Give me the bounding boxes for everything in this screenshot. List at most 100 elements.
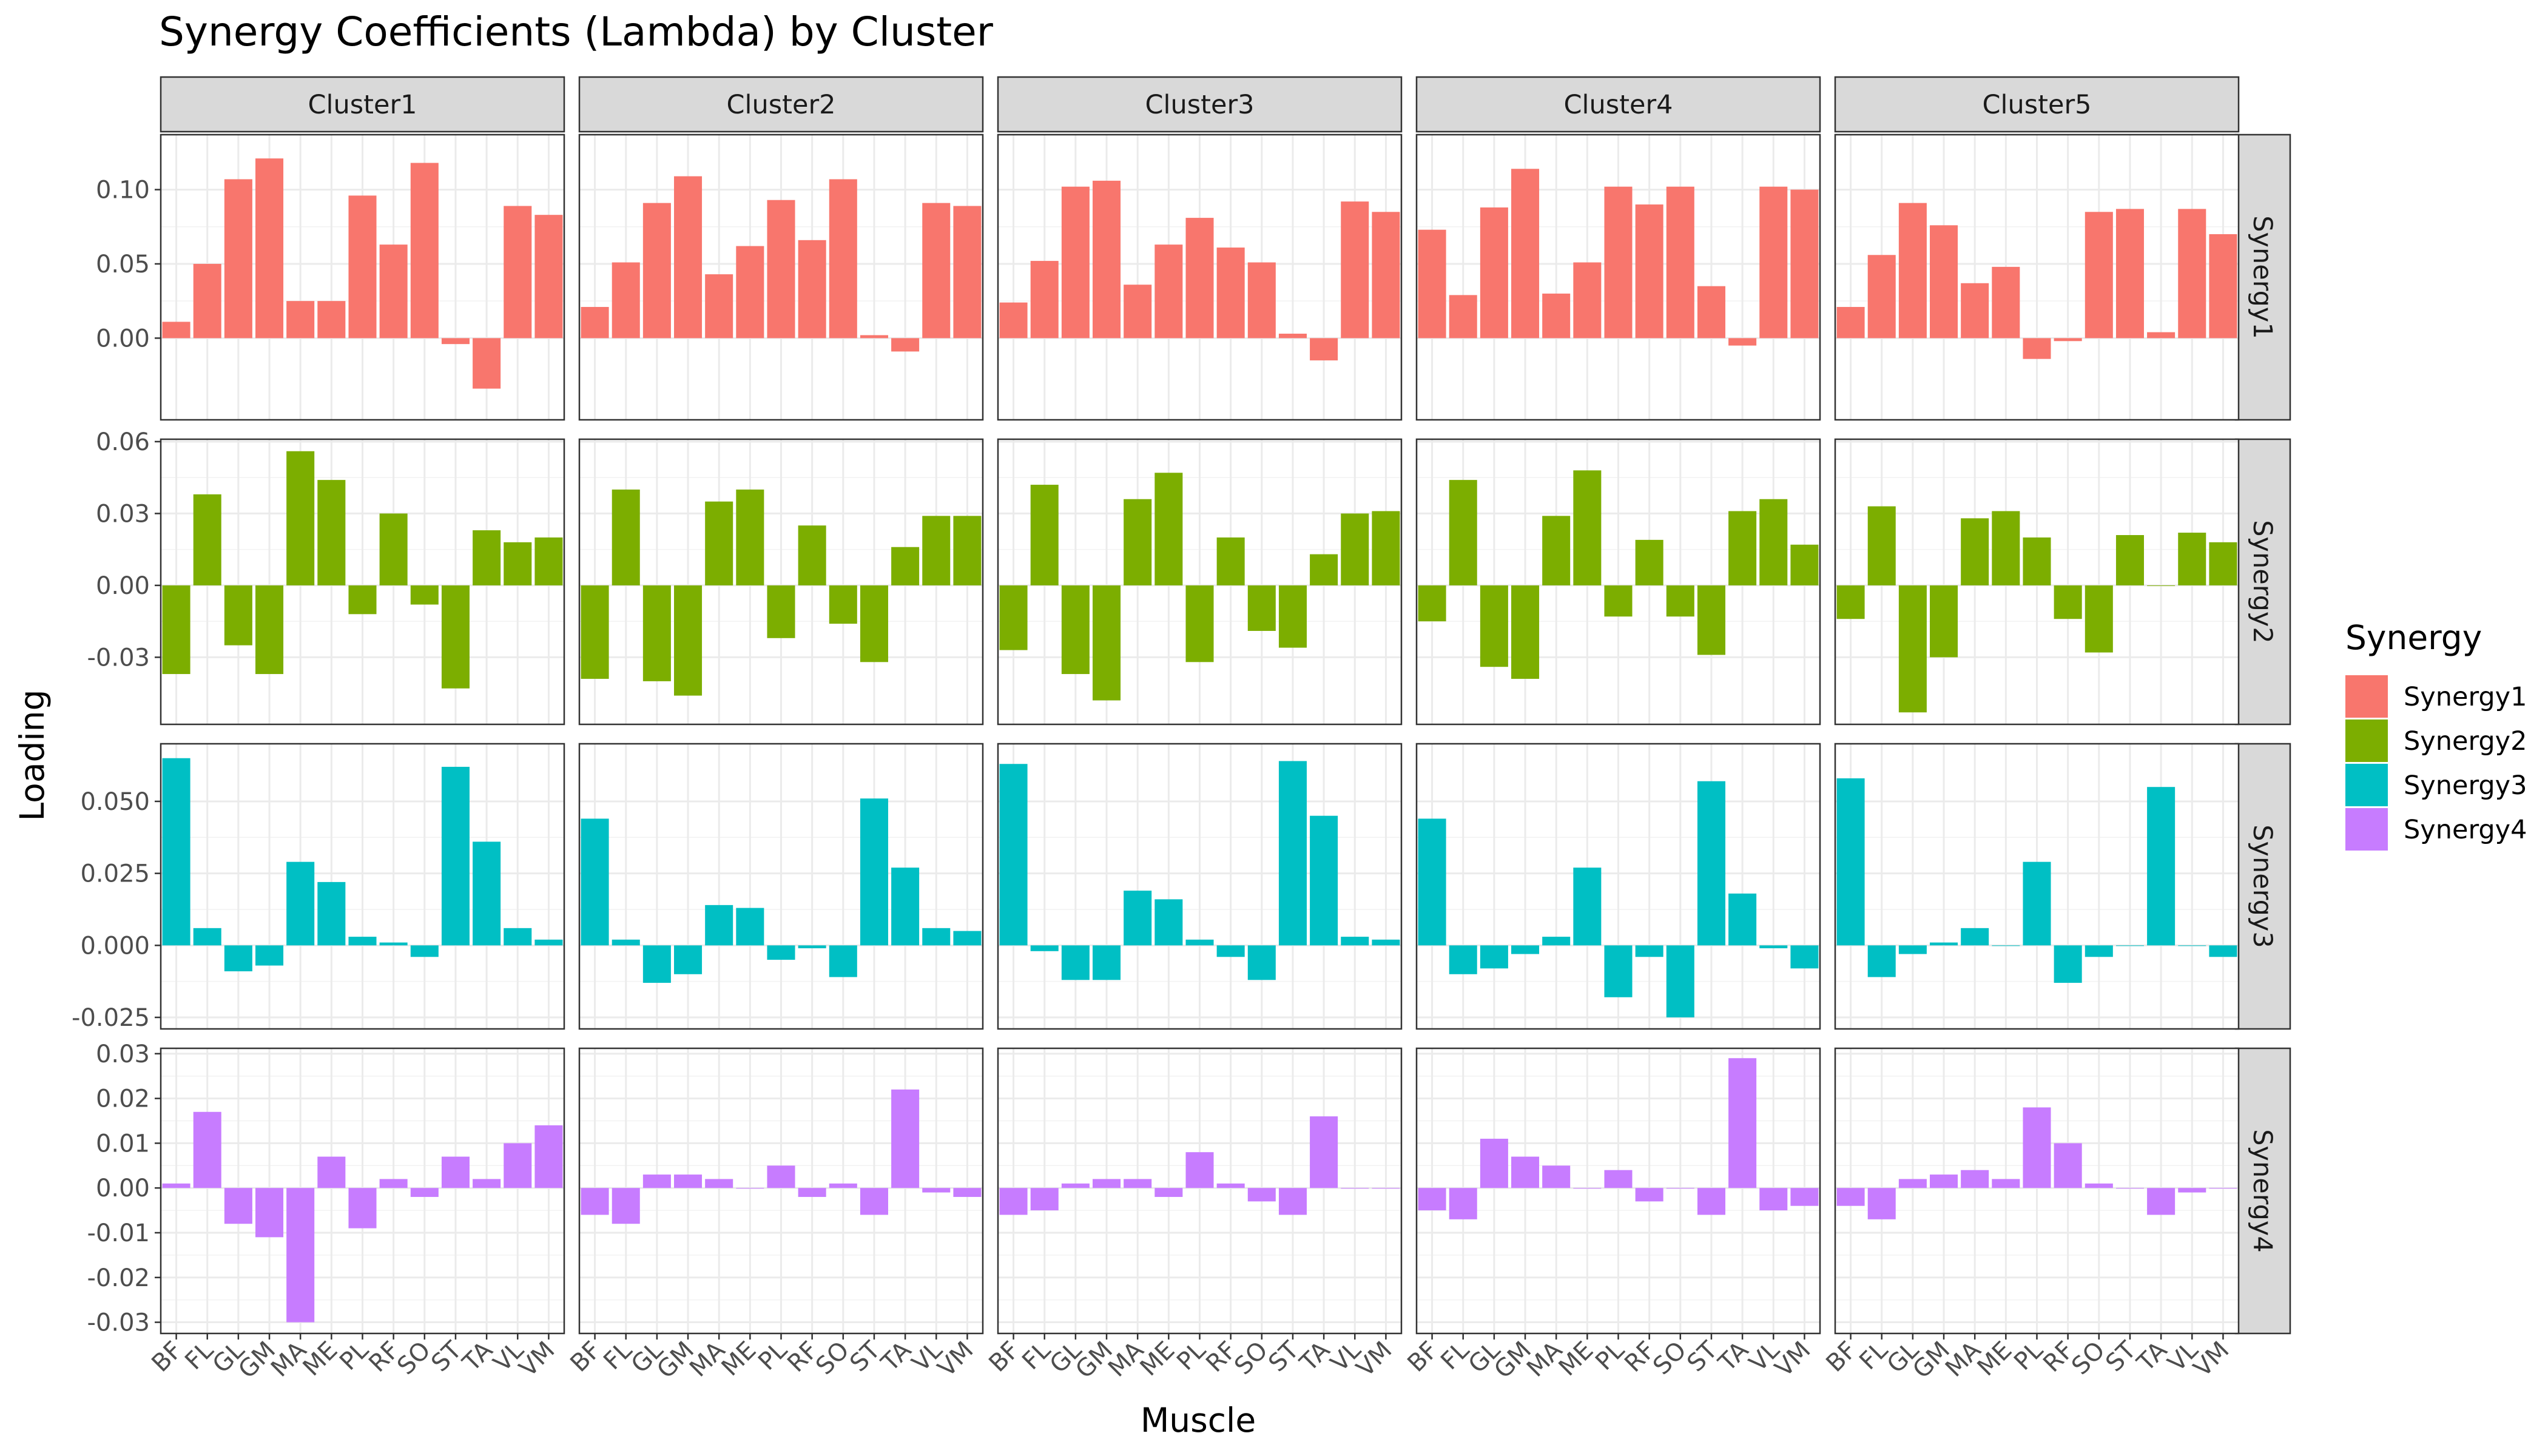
bar-rf bbox=[379, 513, 408, 585]
bar-rf bbox=[1216, 248, 1245, 339]
bar-vl bbox=[1341, 937, 1369, 946]
x-tick-label: VM bbox=[1351, 1336, 1397, 1383]
bar-pl bbox=[1604, 585, 1633, 617]
facet-strip-cluster2 bbox=[578, 76, 984, 133]
bar-ma bbox=[286, 451, 315, 585]
bar-ma bbox=[286, 861, 315, 946]
bar-so bbox=[1247, 945, 1276, 980]
bar-st bbox=[1278, 761, 1307, 946]
bar-ta bbox=[1310, 815, 1338, 946]
bar-gl bbox=[224, 945, 252, 972]
bar-so bbox=[1666, 585, 1694, 617]
bar-gm bbox=[1511, 945, 1540, 954]
facet-strip-label: Synergy4 bbox=[2247, 1129, 2277, 1252]
bar-vl bbox=[2178, 533, 2206, 585]
bar-gm bbox=[1930, 942, 1958, 946]
bar-vl bbox=[1759, 1188, 1788, 1211]
bar-fl bbox=[193, 928, 221, 946]
bar-vm bbox=[534, 939, 563, 946]
bar-so bbox=[829, 179, 857, 339]
legend-title: Synergy bbox=[2345, 618, 2482, 657]
bar-pl bbox=[767, 200, 795, 339]
bar-bf bbox=[581, 585, 609, 679]
panel-cluster1-synergy4 bbox=[160, 1047, 565, 1335]
x-tick-label: ME bbox=[298, 1336, 343, 1382]
bar-pl bbox=[1604, 945, 1633, 997]
facet-strip-label: Cluster4 bbox=[1564, 90, 1673, 120]
bar-vl bbox=[2178, 945, 2206, 946]
bar-ta bbox=[891, 1089, 920, 1188]
bar-vm bbox=[534, 215, 563, 339]
bar-vm bbox=[1790, 945, 1819, 969]
bar-vm bbox=[534, 1125, 563, 1188]
bar-st bbox=[1697, 286, 1725, 339]
facet-strip-label: Synergy1 bbox=[2247, 215, 2277, 339]
bar-gm bbox=[1511, 169, 1540, 339]
panel-cluster5-synergy3 bbox=[1834, 743, 2240, 1030]
bar-bf bbox=[1418, 585, 1446, 622]
bar-gm bbox=[255, 158, 284, 339]
bar-ma bbox=[1124, 285, 1152, 339]
legend-label: Synergy2 bbox=[2404, 726, 2527, 757]
facet-strip-label: Cluster1 bbox=[308, 90, 417, 120]
bar-pl bbox=[767, 585, 795, 638]
bar-vl bbox=[922, 928, 951, 946]
bar-vl bbox=[1341, 513, 1369, 585]
bar-gm bbox=[255, 585, 284, 675]
bar-rf bbox=[798, 525, 826, 585]
bar-ma bbox=[1542, 516, 1571, 585]
bar-vm bbox=[534, 537, 563, 585]
bar-fl bbox=[193, 1111, 221, 1188]
bar-st bbox=[1697, 585, 1725, 655]
bar-gm bbox=[1093, 585, 1121, 701]
bar-bf bbox=[999, 585, 1028, 650]
bar-vl bbox=[504, 928, 532, 946]
bar-gl bbox=[1898, 945, 1927, 954]
bar-ma bbox=[1542, 1165, 1571, 1188]
bar-gl bbox=[224, 585, 252, 645]
x-tick-label: VM bbox=[1770, 1336, 1816, 1383]
bar-st bbox=[441, 1156, 470, 1188]
facet-strip-cluster1 bbox=[160, 76, 565, 133]
y-tick-label: 0.05 bbox=[96, 251, 150, 278]
y-tick-label: 0.06 bbox=[96, 428, 150, 456]
bar-pl bbox=[348, 585, 377, 615]
y-tick-label: 0.03 bbox=[96, 1040, 150, 1068]
panel-cluster1-synergy1 bbox=[160, 133, 565, 421]
bar-ta bbox=[473, 841, 501, 946]
bar-bf bbox=[1836, 778, 1865, 946]
bar-gm bbox=[1930, 225, 1958, 339]
bar-rf bbox=[1635, 204, 1663, 339]
legend-swatch-synergy4 bbox=[2345, 808, 2388, 851]
legend-swatch-synergy3 bbox=[2345, 764, 2388, 806]
bar-gl bbox=[642, 203, 671, 339]
bar-me bbox=[736, 908, 764, 946]
facet-strip-cluster3 bbox=[997, 76, 1403, 133]
bar-ta bbox=[891, 338, 920, 352]
legend-label: Synergy3 bbox=[2404, 770, 2527, 801]
bar-fl bbox=[1030, 945, 1059, 951]
bar-fl bbox=[1030, 1188, 1059, 1211]
y-tick-label: -0.03 bbox=[87, 1309, 150, 1337]
bar-ma bbox=[705, 501, 733, 585]
bar-ma bbox=[1124, 499, 1152, 585]
bar-gm bbox=[1093, 1179, 1121, 1188]
bar-so bbox=[410, 585, 439, 605]
bar-st bbox=[1697, 781, 1725, 946]
bar-me bbox=[317, 480, 346, 585]
bar-me bbox=[1992, 511, 2020, 585]
bar-gl bbox=[1898, 1179, 1927, 1188]
x-axis-title: Muscle bbox=[1141, 1401, 1256, 1440]
bar-me bbox=[1573, 868, 1602, 946]
bar-pl bbox=[1185, 218, 1214, 339]
bar-vm bbox=[2209, 542, 2237, 585]
bar-so bbox=[410, 1188, 439, 1197]
bar-pl bbox=[2023, 338, 2051, 359]
bar-me bbox=[317, 881, 346, 946]
bar-bf bbox=[581, 818, 609, 946]
y-tick-label: 0.10 bbox=[96, 177, 150, 204]
bar-st bbox=[1278, 1188, 1307, 1215]
bar-fl bbox=[193, 263, 221, 339]
bar-ta bbox=[473, 530, 501, 585]
bar-vl bbox=[922, 516, 951, 585]
